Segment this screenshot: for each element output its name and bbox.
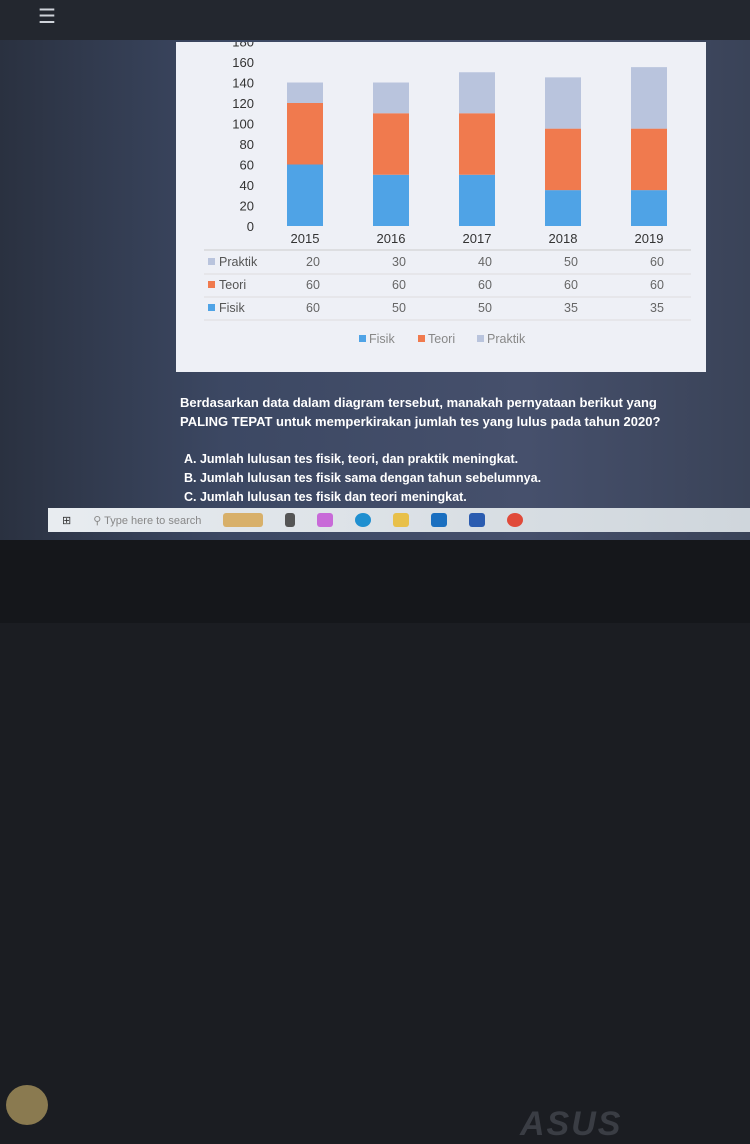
word-icon[interactable]	[469, 513, 486, 527]
table-cell: 40	[478, 255, 492, 269]
edge-icon[interactable]	[355, 513, 372, 527]
x-tick-label: 2015	[291, 231, 320, 246]
bar-fisik	[459, 174, 495, 226]
y-tick-label: 100	[232, 117, 254, 132]
hamburger-icon[interactable]: ☰	[38, 6, 56, 28]
table-cell: 60	[306, 301, 320, 315]
table-cell: 35	[650, 301, 664, 315]
legend-label: Teori	[428, 332, 455, 346]
x-tick-label: 2018	[549, 231, 578, 246]
bar-fisik	[373, 174, 409, 226]
y-tick-label: 20	[240, 199, 254, 214]
table-legend-swatch	[208, 258, 215, 265]
table-row-label: Praktik	[219, 255, 258, 269]
table-cell: 50	[564, 255, 578, 269]
search-box[interactable]: ⚲ Type here to search	[93, 514, 202, 527]
answer-options: A. Jumlah lulusan tes fisik, teori, dan …	[184, 450, 541, 507]
taskbar: ⊞ ⚲ Type here to search	[48, 508, 750, 532]
bar-fisik	[287, 164, 323, 226]
table-cell: 20	[306, 255, 320, 269]
screen: ☰ 0 20 40 60 80 100 120 140 160 180 2015 2016 2017 20…	[0, 0, 750, 540]
option-c[interactable]: C. Jumlah lulusan tes fisik dan teori me…	[184, 490, 467, 504]
bar-teori	[287, 103, 323, 165]
x-tick-label: 2017	[463, 231, 492, 246]
table-legend-swatch	[208, 281, 215, 288]
bar-teori	[373, 113, 409, 175]
bar-praktik	[631, 67, 667, 129]
table-row-label: Fisik	[219, 301, 245, 315]
bar-praktik	[287, 82, 323, 103]
table-cell: 60	[564, 278, 578, 292]
y-tick-label: 180	[232, 42, 254, 50]
file-explorer-icon[interactable]	[393, 513, 410, 527]
chrome-icon[interactable]	[507, 513, 524, 527]
search-placeholder: Type here to search	[104, 514, 202, 527]
bar-praktik	[373, 82, 409, 114]
outlook-icon[interactable]	[431, 513, 448, 527]
table-row-label: Teori	[219, 278, 246, 292]
bar-fisik	[545, 190, 581, 226]
y-tick-label: 80	[240, 137, 254, 152]
question-text: Berdasarkan data dalam diagram tersebut,…	[180, 395, 661, 429]
task-view-icon[interactable]	[285, 513, 296, 527]
bar-fisik	[631, 190, 667, 226]
legend-label: Fisik	[369, 332, 395, 346]
y-tick-label: 0	[247, 219, 254, 234]
table-cell: 60	[478, 278, 492, 292]
table-legend-swatch	[208, 304, 215, 311]
windows-start-icon[interactable]: ⊞	[62, 514, 72, 527]
table-cell: 50	[478, 301, 492, 315]
bar-teori	[545, 128, 581, 191]
option-a[interactable]: A. Jumlah lulusan tes fisik, teori, dan …	[184, 452, 519, 466]
legend-swatch	[359, 335, 366, 342]
table-cell: 50	[392, 301, 406, 315]
table-cell: 60	[306, 278, 320, 292]
copilot-icon[interactable]	[317, 513, 334, 527]
chart-panel: 0 20 40 60 80 100 120 140 160 180 2015 2016 2017 2018…	[176, 42, 706, 372]
legend-label: Praktik	[487, 332, 526, 346]
bar-praktik	[459, 72, 495, 114]
y-tick-label: 140	[232, 76, 254, 91]
y-tick-label: 40	[240, 178, 254, 193]
table-cell: 35	[564, 301, 578, 315]
bar-teori	[631, 128, 667, 191]
y-tick-label: 60	[240, 158, 254, 173]
y-tick-label: 120	[232, 96, 254, 111]
stacked-bar-chart: 0 20 40 60 80 100 120 140 160 180 2015 2016 2017 2018…	[204, 42, 691, 346]
table-cell: 60	[650, 255, 664, 269]
bar-praktik	[545, 77, 581, 129]
asus-logo: ASUS	[520, 1105, 623, 1143]
y-tick-label: 160	[232, 55, 254, 70]
widget-icon[interactable]	[223, 513, 264, 527]
legend-swatch	[418, 335, 425, 342]
legend-swatch	[477, 335, 484, 342]
option-b[interactable]: B. Jumlah lulusan tes fisik sama dengan …	[184, 471, 542, 485]
table-cell: 30	[392, 255, 406, 269]
table-cell: 60	[392, 278, 406, 292]
table-cell: 60	[650, 278, 664, 292]
x-tick-label: 2016	[377, 231, 406, 246]
top-bar: ☰	[0, 0, 750, 40]
x-tick-label: 2019	[635, 231, 664, 246]
laptop-bezel: ASUS	[0, 540, 750, 1143]
sticker	[6, 1085, 48, 1125]
bar-teori	[459, 113, 495, 175]
